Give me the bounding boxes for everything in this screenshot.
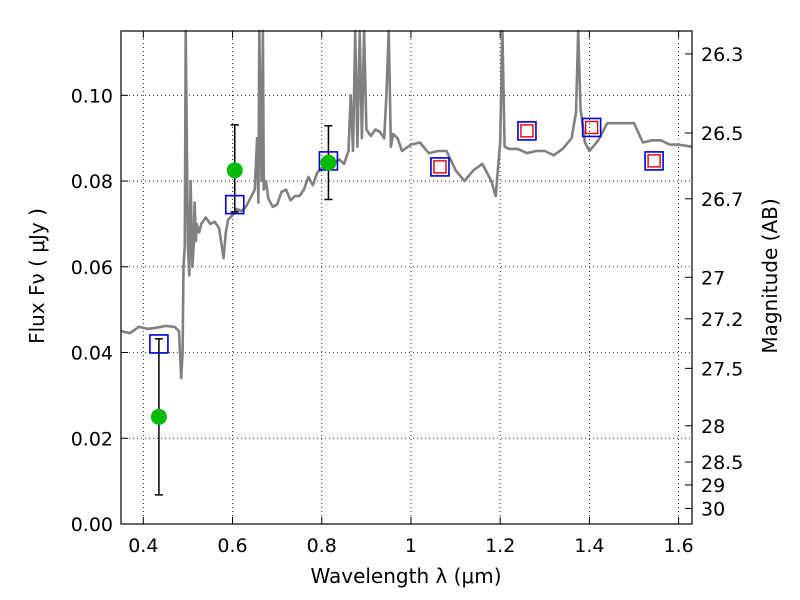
y-ticks: 0.00 0.02 0.04 0.06 0.08 0.10 <box>71 85 128 536</box>
plot-frame <box>120 30 693 525</box>
x-tick-label-6: 1.6 <box>664 535 694 557</box>
magnitude-axis-label: Magnitude (AB) <box>758 198 782 353</box>
observed-point-2 <box>320 154 337 171</box>
model-box-inner-5 <box>584 120 599 135</box>
mag-tick-label-1: 26.5 <box>701 123 743 145</box>
y-axis-label: Flux Fν ( μJy ) <box>25 208 49 344</box>
x-tick-label-5: 1.4 <box>574 535 604 557</box>
y-tick-label-2: 0.04 <box>71 343 113 365</box>
model-box-0 <box>149 334 169 354</box>
x-tick-label-0: 0.4 <box>128 535 158 557</box>
mag-tick-label-5: 27.5 <box>701 358 743 380</box>
mag-tick-label-4: 27.2 <box>701 309 743 331</box>
observed-point-1 <box>226 162 243 179</box>
x-ticks: 0.4 0.6 0.8 1 1.2 1.4 1.6 <box>128 31 694 557</box>
y-tick-label-4: 0.08 <box>71 171 113 193</box>
grid-lines <box>121 31 692 525</box>
model-box-5 <box>581 117 602 138</box>
x-tick-label-2: 0.8 <box>307 535 337 557</box>
model-box-6 <box>644 151 664 171</box>
model-box-4 <box>517 121 537 141</box>
spectrum-layer <box>120 29 693 380</box>
mag-tick-label-3: 27 <box>701 267 725 289</box>
mag-tick-label-2: 26.7 <box>701 189 743 211</box>
x-axis-label: Wavelength λ (μm) <box>310 564 501 588</box>
mag-tick-label-7: 28.5 <box>701 452 743 474</box>
model-box-3 <box>430 157 450 177</box>
model-box-1 <box>224 194 245 215</box>
mag-tick-label-0: 26.3 <box>701 44 743 66</box>
model-box-inner-4 <box>520 124 534 138</box>
mag-tick-label-8: 29 <box>701 475 725 497</box>
y-tick-label-3: 0.06 <box>71 257 113 279</box>
observed-point-0 <box>150 408 167 425</box>
x-tick-label-1: 0.6 <box>217 535 247 557</box>
y-tick-label-5: 0.10 <box>71 85 113 107</box>
x-tick-label-4: 1.2 <box>485 535 515 557</box>
y-tick-label-0: 0.00 <box>71 514 113 536</box>
mag-tick-label-9: 30 <box>701 498 725 520</box>
x-tick-label-3: 1 <box>405 535 417 557</box>
mag-tick-label-6: 28 <box>701 416 725 438</box>
y-tick-label-1: 0.02 <box>71 428 113 450</box>
model-box-inner-3 <box>433 160 447 174</box>
marker-layer <box>149 117 664 425</box>
model-box-inner-6 <box>647 154 661 168</box>
spectrum-line <box>120 29 693 380</box>
